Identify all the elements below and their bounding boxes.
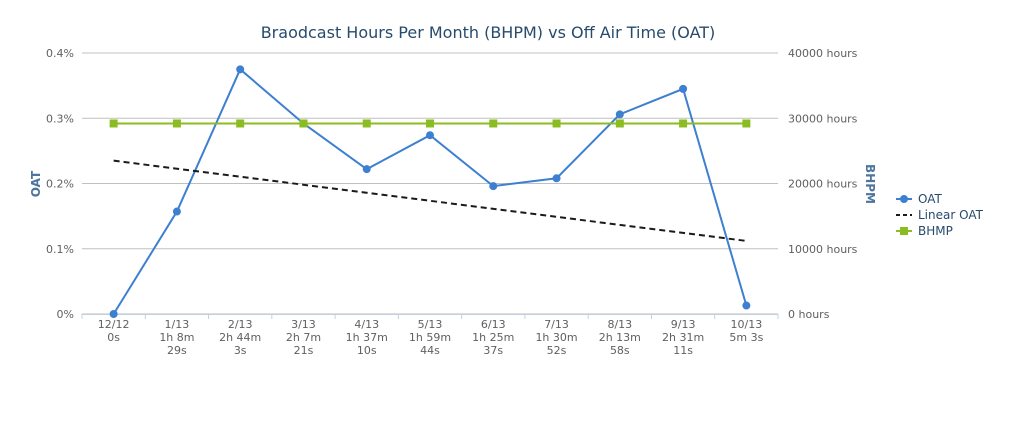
x-tick-label: 7/13 1h 30m 52s: [535, 318, 577, 357]
x-tick-label-line: 1h 8m: [159, 331, 194, 344]
y-axis-right-title: BHPM: [863, 164, 877, 204]
y-axis-left-title: OAT: [29, 170, 43, 197]
x-tick-label-line: 1h 37m: [346, 331, 388, 344]
data-point: [552, 174, 561, 183]
x-tick-label-line: 3s: [234, 344, 247, 357]
data-point: [742, 119, 751, 128]
data-point: [679, 84, 688, 93]
x-tick-label: 1/13 1h 8m 29s: [159, 318, 194, 357]
data-point: [615, 110, 624, 119]
y-right-tick-label: 0 hours: [788, 308, 830, 321]
x-tick-label: 9/13 2h 31m 11s: [662, 318, 704, 357]
x-tick-label: 2/13 2h 44m 3s: [219, 318, 261, 357]
x-tick-label-line: 2h 13m: [599, 331, 641, 344]
x-tick-label: 4/13 1h 37m 10s: [346, 318, 388, 357]
legend[interactable]: OAT Linear OAT BHMP: [896, 192, 984, 238]
y-left-tick-label: 0%: [57, 308, 74, 321]
chart-title: Braodcast Hours Per Month (BHPM) vs Off …: [261, 23, 716, 42]
x-tick-label-line: 9/13: [671, 318, 696, 331]
series-group: [109, 65, 751, 318]
x-tick-label-line: 5/13: [418, 318, 443, 331]
y-right-tick-label: 30000 hours: [788, 112, 858, 125]
x-tick-label-line: 1/13: [165, 318, 190, 331]
series-line: [112, 67, 748, 315]
data-point: [172, 207, 181, 216]
y-right-tick-label: 40000 hours: [788, 47, 858, 60]
x-tick-label-line: 0s: [107, 331, 120, 344]
x-tick-label-line: 12/12: [98, 318, 130, 331]
x-tick-label-line: 8/13: [607, 318, 632, 331]
data-point: [109, 119, 118, 128]
x-tick-label-line: 1h 25m: [472, 331, 514, 344]
data-point: [426, 131, 434, 140]
data-point: [489, 119, 498, 128]
data-point: [236, 119, 245, 128]
x-tick-label-line: 29s: [167, 344, 187, 357]
legend-item[interactable]: Linear OAT: [896, 208, 984, 222]
x-tick-label-line: 52s: [547, 344, 567, 357]
x-tick-label: 12/12 0s: [98, 318, 130, 344]
legend-item[interactable]: BHMP: [896, 224, 953, 238]
x-tick-label-line: 4/13: [354, 318, 379, 331]
x-tick-label: 5/13 1h 59m 44s: [409, 318, 451, 357]
data-point: [362, 119, 371, 128]
legend-item[interactable]: OAT: [896, 192, 943, 206]
x-tick-label-line: 3/13: [291, 318, 316, 331]
x-tick-label-line: 37s: [483, 344, 503, 357]
data-point: [109, 310, 118, 318]
data-point: [299, 119, 308, 128]
x-tick-label-line: 21s: [294, 344, 314, 357]
x-tick-label-line: 2h 7m: [286, 331, 321, 344]
x-tick-label-line: 1h 30m: [535, 331, 577, 344]
legend-label: OAT: [918, 192, 943, 206]
data-point: [679, 119, 688, 128]
y-left-tick-label: 0.2%: [46, 178, 74, 191]
x-tick-label-line: 58s: [610, 344, 630, 357]
data-point: [742, 301, 751, 310]
x-tick-label-line: 5m 3s: [729, 331, 763, 344]
y-right-tick-label: 10000 hours: [788, 243, 858, 256]
x-tick-label: 6/13 1h 25m 37s: [472, 318, 514, 357]
y-left-tick-label: 0.1%: [46, 243, 74, 256]
legend-marker: [900, 227, 908, 235]
data-point: [362, 165, 371, 174]
legend-marker: [900, 195, 908, 203]
x-tick-label-line: 10s: [357, 344, 377, 357]
y-left-tick-label: 0.4%: [46, 47, 74, 60]
x-tick-label: 3/13 2h 7m 21s: [286, 318, 321, 357]
data-point: [172, 119, 181, 128]
legend-label: BHMP: [918, 224, 953, 238]
x-axis: 12/12 0s 1/13 1h 8m 29s 2/13 2h 44m 3s 3/13 2h 7m…: [81, 314, 779, 357]
x-tick-label-line: 44s: [420, 344, 440, 357]
data-point: [489, 182, 498, 191]
x-tick-label-line: 2/13: [228, 318, 253, 331]
y-axis-right: 0 hours 10000 hours 20000 hours 30000 hours…: [788, 47, 858, 321]
x-tick-label-line: 2h 44m: [219, 331, 261, 344]
x-tick-label-line: 7/13: [544, 318, 569, 331]
data-point: [552, 119, 561, 128]
x-tick-label-line: 10/13: [731, 318, 763, 331]
x-tick-label-line: 2h 31m: [662, 331, 704, 344]
data-point: [236, 65, 245, 74]
x-tick-label: 10/13 5m 3s: [729, 318, 763, 344]
legend-label: Linear OAT: [918, 208, 984, 222]
series-line: [113, 159, 747, 242]
x-tick-label: 8/13 2h 13m 58s: [599, 318, 641, 357]
data-point: [426, 119, 434, 128]
data-point: [615, 119, 624, 128]
x-tick-label-line: 11s: [673, 344, 693, 357]
x-tick-label-line: 1h 59m: [409, 331, 451, 344]
y-right-tick-label: 20000 hours: [788, 178, 858, 191]
y-axis-left: 0% 0.1% 0.2% 0.3% 0.4%: [46, 47, 74, 321]
x-tick-label-line: 6/13: [481, 318, 506, 331]
y-left-tick-label: 0.3%: [46, 112, 74, 125]
